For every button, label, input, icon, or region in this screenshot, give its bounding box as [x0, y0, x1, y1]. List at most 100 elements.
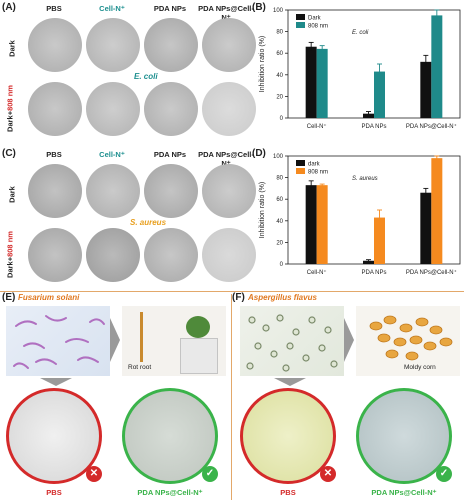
- caption-rot-root: Rot root: [128, 364, 152, 371]
- chart-d-legend-label: 808 nm: [308, 170, 328, 176]
- col-header-pda: PDA NPs: [153, 4, 187, 13]
- col-header-celln: Cell-N⁺: [99, 150, 125, 159]
- dish-label-pda-celln: PDA NPs@Cell-N⁺: [371, 488, 437, 497]
- chart-b-ytick-label: 20: [276, 94, 283, 100]
- col-header-celln: Cell-N⁺: [99, 4, 125, 13]
- chart-d-bar-1-0: [316, 185, 328, 264]
- chart-d-ytick-label: 20: [276, 240, 283, 246]
- check-icon: ✓: [436, 466, 452, 482]
- cross-icon: ✕: [86, 466, 102, 482]
- chart-b-bar-1-0: [316, 48, 328, 118]
- plate-ecoli-light-pbs: [28, 82, 82, 136]
- arrow-right-icon: [344, 318, 354, 362]
- dish-label-pbs: PBS: [46, 488, 62, 497]
- dish-fusarium-pda-celln: [122, 388, 218, 484]
- panel-label-e: (E): [2, 292, 16, 303]
- dish-label-pbs: PBS: [280, 488, 296, 497]
- chart-b-xtick-label: PDA NPs: [361, 124, 386, 130]
- caption-moldy-corn: Moldy corn: [404, 364, 436, 371]
- photo-rot-root: Rot root: [122, 306, 226, 376]
- row-label-light: Dark+808 nm: [5, 231, 15, 278]
- chart-b-ecoli: 0 20 40 60 80 100 Inhibition ratio (%) Cell-N⁺ P…: [259, 8, 461, 130]
- plate-grid-saureus: PBS Cell-N⁺ PDA NPs PDA NPs@Cell-N⁺ Dark…: [0, 146, 256, 292]
- chart-d-ytick-label: 80: [276, 176, 283, 182]
- chart-d-ylabel: Inhibition ratio (%): [259, 182, 266, 238]
- chart-d-legend-swatch: [296, 168, 305, 174]
- chart-b-ytick-label: 60: [276, 51, 283, 57]
- species-label-ecoli: E. coli: [134, 72, 158, 81]
- micrograph-fusarium: [6, 306, 110, 376]
- plate-ecoli-light-pda-celln: [202, 82, 256, 136]
- photo-moldy-corn: Moldy corn: [356, 306, 460, 376]
- pot-icon: [180, 338, 218, 374]
- col-header-pda-celln: PDA NPs@Cell-N⁺: [198, 4, 254, 22]
- col-header-pda: PDA NPs: [153, 150, 187, 159]
- plate-saureus-light-pda-celln: [202, 228, 256, 282]
- micrograph-aspergillus: [240, 306, 344, 376]
- section-divider: [0, 291, 464, 292]
- arrow-down-icon: [40, 378, 72, 386]
- plate-saureus-dark-pda: [144, 164, 198, 218]
- chart-b-legend-label: Dark: [308, 16, 322, 22]
- chart-d-ytick-label: 60: [276, 197, 283, 203]
- chart-d-ytick-label: 0: [280, 262, 284, 268]
- chart-b-legend-label: 808 nm: [308, 24, 328, 30]
- arrow-right-icon: [110, 318, 120, 362]
- chart-d-annotation: S. aureus: [352, 176, 378, 182]
- chart-b-ytick-label: 40: [276, 73, 283, 79]
- chart-b-ylabel: Inhibition ratio (%): [259, 36, 266, 92]
- col-header-pbs: PBS: [46, 150, 62, 159]
- chart-d-xtick-label: PDA NPs: [361, 270, 386, 276]
- panel-label-a: (A): [2, 2, 16, 13]
- chart-b-ytick-label: 100: [273, 8, 284, 14]
- panel-label-c: (C): [2, 148, 16, 159]
- plate-grid-ecoli: PBS Cell-N⁺ PDA NPs PDA NPs@Cell-N⁺ Dark…: [0, 0, 256, 146]
- row-label-light: Dark+808 nm: [5, 85, 15, 132]
- check-icon: ✓: [202, 466, 218, 482]
- dish-fusarium-pbs: [6, 388, 102, 484]
- vertical-divider: [231, 294, 232, 500]
- plate-saureus-light-celln: [86, 228, 140, 282]
- chart-d-ytick-label: 100: [273, 154, 284, 160]
- chart-d-bar-0-0: [305, 185, 317, 264]
- chart-b-xtick-label: Cell-N⁺: [307, 123, 327, 130]
- chart-d-bar-0-2: [420, 192, 432, 264]
- chart-d-ytick-label: 40: [276, 219, 283, 225]
- chart-d-bar-1-1: [374, 217, 385, 264]
- arrow-down-icon: [274, 378, 306, 386]
- chart-b-legend-swatch: [296, 22, 305, 28]
- panel-label-f: (F): [232, 292, 245, 303]
- col-header-pda-celln: PDA NPs@Cell-N⁺: [198, 150, 254, 168]
- chart-d-saureus: 0 20 40 60 80 100 Inhibition ratio (%) Cell-N⁺ P…: [259, 154, 461, 276]
- plate-ecoli-dark-celln: [86, 18, 140, 72]
- row-label-dark: Dark: [7, 186, 17, 203]
- chart-b-bar-0-0: [305, 46, 317, 118]
- chart-d-legend-swatch: [296, 160, 305, 166]
- plate-ecoli-light-celln: [86, 82, 140, 136]
- row-label-dark: Dark: [7, 40, 17, 57]
- chart-b-bar-1-2: [431, 15, 443, 118]
- plate-saureus-light-pbs: [28, 228, 82, 282]
- chart-d-bar-1-2: [431, 158, 443, 264]
- chart-b-legend-swatch: [296, 14, 305, 20]
- chart-b-bar-1-1: [374, 71, 385, 118]
- fungus-title-right: Aspergillus flavus: [248, 293, 317, 302]
- dish-label-pda-celln: PDA NPs@Cell-N⁺: [137, 488, 203, 497]
- plate-saureus-dark-celln: [86, 164, 140, 218]
- plate-ecoli-dark-pbs: [28, 18, 82, 72]
- chart-b-ytick-label: 0: [280, 116, 284, 122]
- dish-aspergillus-pda-celln: [356, 388, 452, 484]
- chart-b-ytick-label: 80: [276, 30, 283, 36]
- chart-d-legend-label: dark: [308, 162, 321, 168]
- plate-ecoli-light-pda: [144, 82, 198, 136]
- chart-b-xtick-label: PDA NPs@Cell-N⁺: [406, 123, 457, 130]
- panel-label-d: (D): [252, 148, 266, 159]
- root-icon: [140, 312, 143, 362]
- chart-b-annotation: E. coli: [352, 30, 369, 36]
- plate-saureus-dark-pda-celln: [202, 164, 256, 218]
- panel-label-b: (B): [252, 2, 266, 13]
- dish-aspergillus-pbs: [240, 388, 336, 484]
- chart-b-bar-0-2: [420, 61, 432, 118]
- plate-ecoli-dark-pda-celln: [202, 18, 256, 72]
- chart-d-xtick-label: Cell-N⁺: [307, 269, 327, 276]
